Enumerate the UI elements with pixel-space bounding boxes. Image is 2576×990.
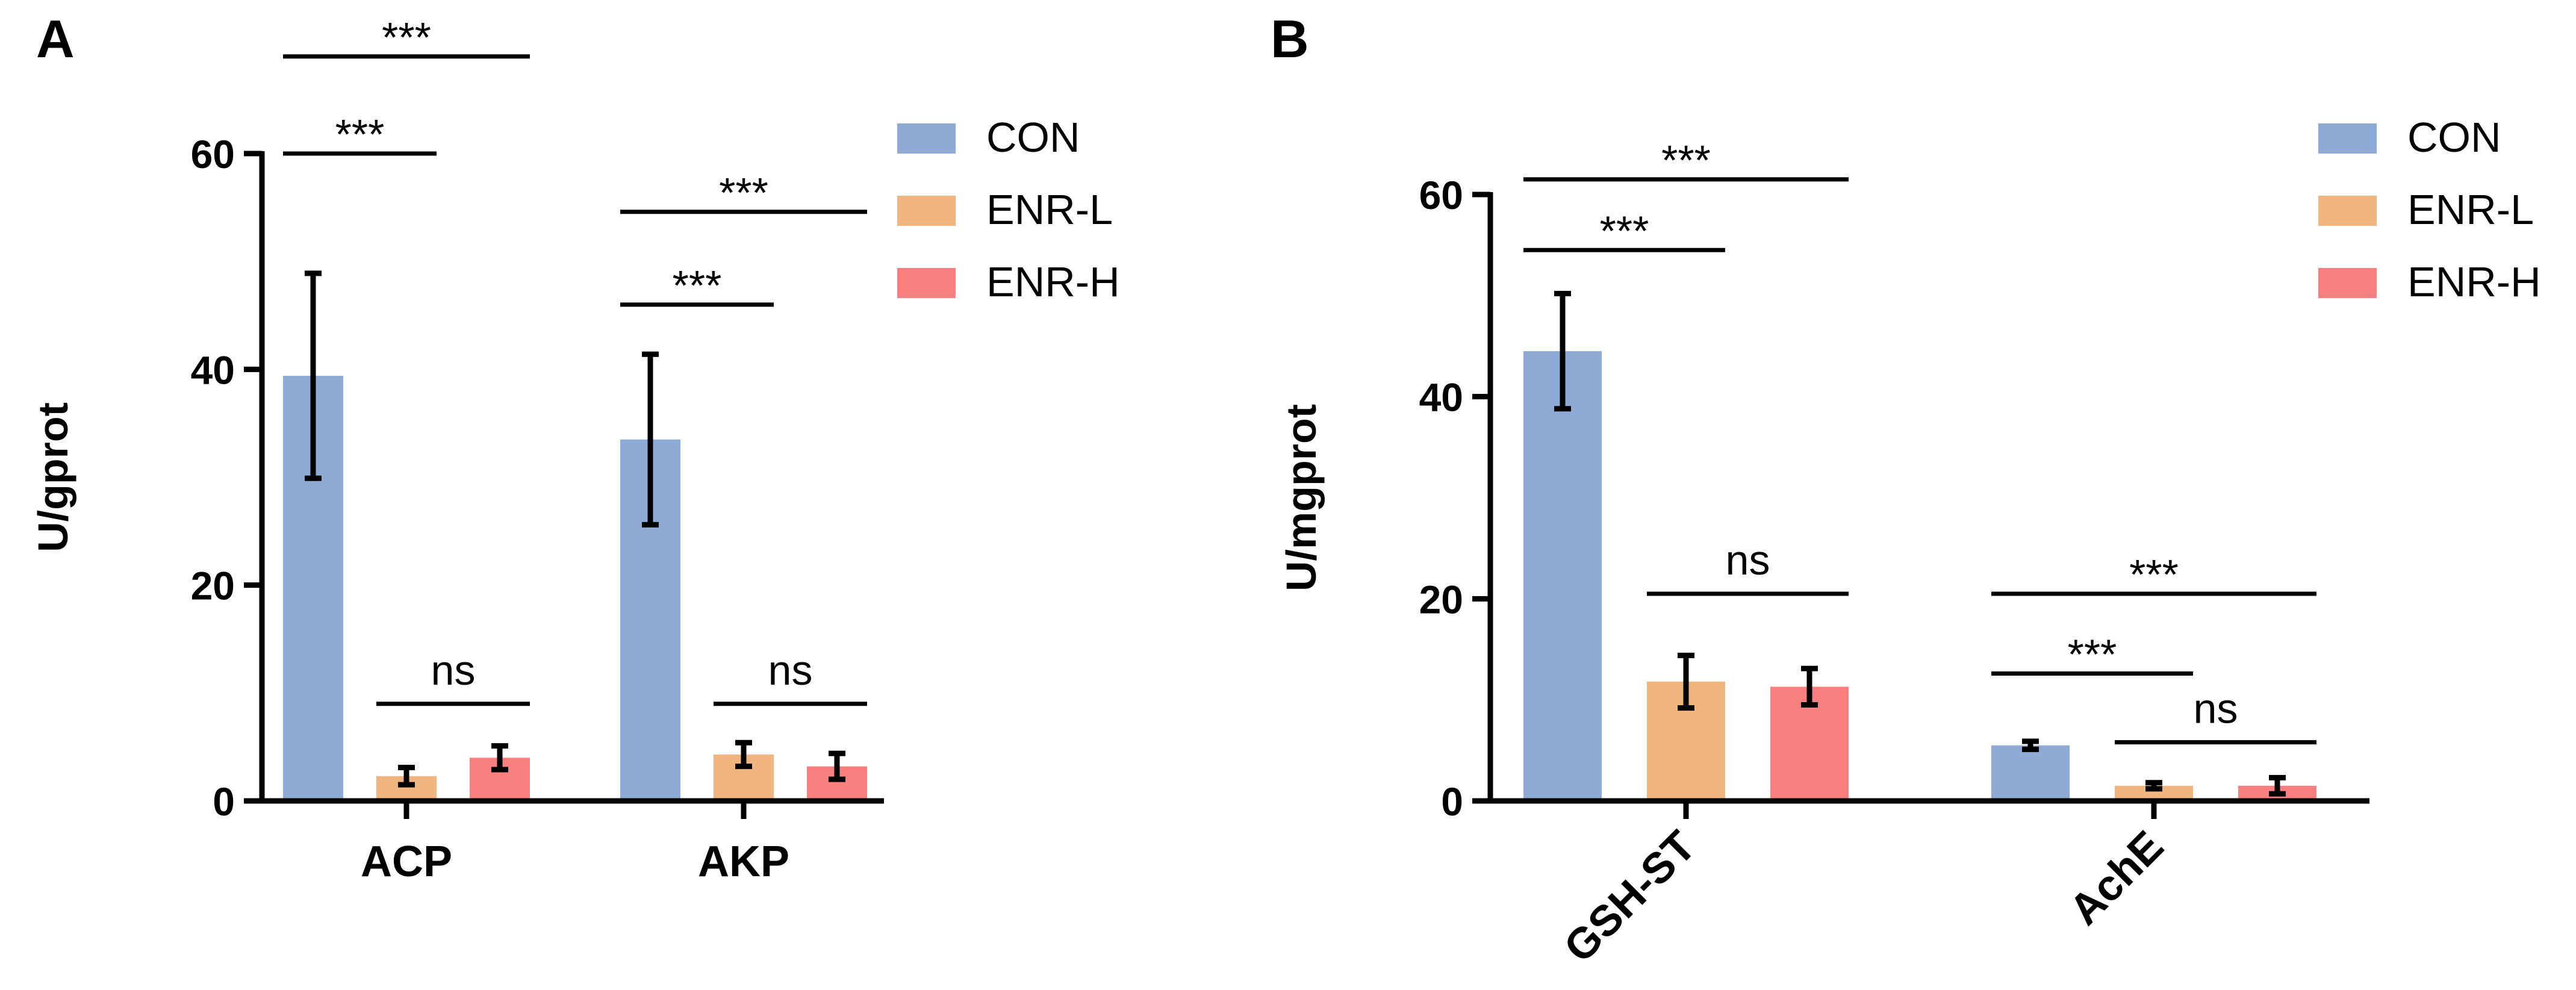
panel-b-legend-item-enr-l: ENR-L <box>2318 186 2534 233</box>
panel-b-significance-5: ns <box>2115 685 2316 745</box>
panel-b-error-bar-ache-enr-l <box>2145 780 2162 792</box>
panel-b-significance-2: ns <box>1647 537 1849 596</box>
panel-a-y-tick-label: 0 <box>213 779 235 824</box>
panel-b-bar-ache-con <box>1991 745 2070 801</box>
panel-a-legend-item-enr-h: ENR-H <box>897 258 1120 305</box>
panel-a-y-tick-label: 60 <box>191 132 235 176</box>
panel-a-y-axis-title: U/gprot <box>30 402 76 552</box>
chart-panel-a: 0 20 40 60 ACP AKP U/gprot *** *** ns *** *** ns CON E… <box>30 14 1120 886</box>
significance-label: ns <box>431 647 476 694</box>
significance-label: *** <box>2068 631 2117 678</box>
panel-a-error-bar-akp-enr-l <box>735 739 752 770</box>
panel-b-legend-item-con: CON <box>2318 114 2501 161</box>
panel-a-letter: A <box>36 9 75 69</box>
panel-b-error-bar-gsh-st-con <box>1554 290 1571 412</box>
panel-b-error-bar-ache-enr-h <box>2269 774 2286 797</box>
panel-a-category-label: AKP <box>698 838 789 886</box>
panel-b-y-axis-title: U/mgprot <box>1278 404 1325 591</box>
panel-b-y-tick-label: 0 <box>1441 779 1463 824</box>
legend-swatch <box>897 268 956 298</box>
legend-label: ENR-L <box>2407 186 2534 233</box>
panel-a-error-bar-acp-enr-l <box>398 764 415 788</box>
panel-b-significance-3: *** <box>1991 631 2193 678</box>
panel-a-significance-2: ns <box>376 647 530 706</box>
panel-b-category-label: GSH-ST <box>1555 822 1705 972</box>
panel-a-significance-3: *** <box>620 262 774 309</box>
panel-b-letter: B <box>1271 9 1309 69</box>
significance-label: *** <box>382 14 431 61</box>
panel-b-error-bar-gsh-st-enr-l <box>1678 652 1694 711</box>
legend-label: CON <box>986 114 1080 161</box>
significance-label: *** <box>719 169 768 216</box>
legend-label: ENR-H <box>986 258 1120 305</box>
legend-label: CON <box>2407 114 2501 161</box>
panel-b-error-bar-ache-con <box>2022 738 2039 752</box>
legend-label: ENR-L <box>986 186 1113 233</box>
significance-label: ns <box>1726 537 1770 584</box>
panel-a-y-tick-label: 40 <box>191 347 235 392</box>
panel-a-significance-1: *** <box>283 14 530 61</box>
panel-b-legend-item-enr-h: ENR-H <box>2318 258 2541 305</box>
panel-b-significance-1: *** <box>1523 137 1849 184</box>
panel-b-bar-gsh-st-con <box>1523 351 1602 801</box>
significance-label: *** <box>2129 551 2179 598</box>
chart-panel-b: 0 20 40 60 GSH-ST AchE U/mgprot *** *** ns *** *** n… <box>1278 114 2541 972</box>
panel-b-category-label: AchE <box>2061 822 2173 935</box>
panel-b-y-tick-label: 40 <box>1419 375 1463 420</box>
significance-label: *** <box>335 111 385 158</box>
panel-b-significance-4: *** <box>1991 551 2316 598</box>
legend-swatch <box>897 196 956 226</box>
significance-label: ns <box>2194 685 2238 732</box>
significance-label: *** <box>1600 207 1649 254</box>
panel-a-error-bar-akp-con <box>642 351 659 528</box>
significance-label: ns <box>768 647 813 694</box>
legend-swatch <box>2318 196 2377 226</box>
panel-b-error-bar-gsh-st-enr-h <box>1801 665 1818 708</box>
panel-b-significance-0: *** <box>1523 207 1725 254</box>
panel-a-legend-item-enr-l: ENR-L <box>897 186 1113 233</box>
panel-a-legend-item-con: CON <box>897 114 1080 161</box>
legend-swatch <box>2318 123 2377 154</box>
panel-a-significance-4: *** <box>620 169 867 216</box>
panel-a-significance-0: *** <box>283 111 437 158</box>
legend-swatch <box>2318 268 2377 298</box>
significance-label: *** <box>1661 137 1711 184</box>
legend-swatch <box>897 123 956 154</box>
legend-label: ENR-H <box>2407 258 2541 305</box>
panel-a-error-bar-acp-enr-h <box>491 743 508 773</box>
panel-b-y-tick-label: 60 <box>1419 173 1463 217</box>
panel-a-error-bar-akp-enr-h <box>829 750 845 782</box>
panel-a-error-bar-acp-con <box>305 270 322 481</box>
significance-label: *** <box>673 262 722 309</box>
panel-a-category-label: ACP <box>361 838 452 886</box>
panel-a-significance-5: ns <box>714 647 867 706</box>
panel-b-y-tick-label: 20 <box>1419 577 1463 621</box>
panel-a-y-tick-label: 20 <box>191 564 235 608</box>
